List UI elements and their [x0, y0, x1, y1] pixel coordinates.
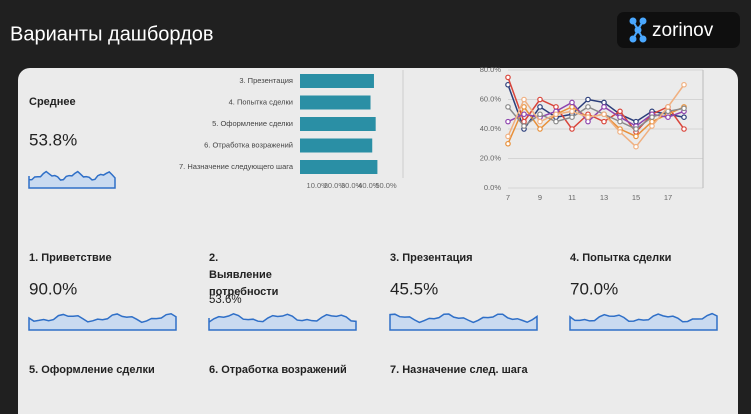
- series-point: [569, 99, 575, 106]
- x-tick-label: 9: [538, 193, 542, 202]
- card-title: 2. Выявление потребности: [209, 252, 278, 298]
- card-title: 3. Презентация: [390, 252, 473, 264]
- series-line: [507, 77, 685, 134]
- series-point: [681, 105, 687, 112]
- series-point: [681, 126, 687, 132]
- sparkline-area: [389, 313, 538, 331]
- x-tick-label: 11: [568, 193, 576, 202]
- card-title: 6. Отработка возражений: [209, 364, 347, 376]
- card-value: 53.6%: [209, 294, 242, 306]
- x-tick-label: 20.0%: [324, 181, 346, 190]
- series-point: [521, 104, 527, 110]
- series-point: [537, 96, 543, 103]
- logo-box: [617, 12, 740, 48]
- x-tick-label: 17: [664, 193, 672, 202]
- series-point: [601, 104, 607, 110]
- bar-label: 7. Назначение следующего шага: [179, 162, 294, 171]
- card-value: 90.0%: [29, 279, 77, 298]
- series-point: [617, 129, 623, 135]
- series-point: [601, 111, 607, 118]
- series-point: [505, 140, 511, 147]
- sparkline-area: [208, 312, 357, 331]
- card-value: 70.0%: [570, 279, 618, 298]
- series-point: [521, 96, 527, 103]
- series-point: [649, 114, 655, 121]
- series-point: [537, 111, 543, 118]
- dashboard: [18, 68, 738, 414]
- series-point: [521, 111, 527, 118]
- logo-icon: [629, 17, 647, 43]
- logo-text: zorinov: [652, 20, 714, 41]
- series-point: [617, 108, 623, 115]
- series-point: [617, 114, 623, 121]
- series-point: [649, 123, 655, 129]
- series-point: [553, 104, 559, 110]
- x-tick-label: 50.0%: [375, 181, 397, 190]
- series-line: [507, 84, 685, 148]
- series-point: [633, 118, 639, 125]
- series-point: [601, 99, 607, 106]
- series-point: [633, 126, 639, 132]
- card-title: 7. Назначение след. шага: [390, 364, 529, 376]
- series-point: [569, 114, 575, 121]
- bar-label: 3. Презентация: [239, 76, 293, 85]
- series-point: [569, 108, 575, 115]
- series-line: [507, 106, 685, 130]
- series-point: [553, 118, 559, 125]
- bar-label: 5. Оформление сделки: [212, 119, 293, 128]
- x-tick-label: 40.0%: [358, 181, 380, 190]
- sparkline-area: [28, 313, 177, 331]
- bar: [300, 138, 373, 153]
- x-tick-label: 30.0%: [341, 181, 363, 190]
- series-point: [537, 126, 543, 132]
- series-point: [681, 114, 687, 121]
- bar: [300, 95, 371, 110]
- series-point: [537, 104, 543, 110]
- series-point: [569, 126, 575, 132]
- series-point: [665, 114, 671, 121]
- series-point: [617, 118, 623, 125]
- bar: [300, 117, 376, 131]
- card-title: 4. Попытка сделки: [570, 252, 671, 264]
- bar-label: 4. Попытка сделки: [229, 97, 293, 106]
- series-point: [505, 74, 511, 81]
- sparkline-area: [28, 170, 116, 189]
- series-point: [553, 111, 559, 118]
- x-tick-label: 13: [600, 193, 608, 202]
- series-point: [585, 114, 591, 121]
- series-point: [633, 133, 639, 140]
- bar-label: 6. Отработка возражений: [204, 140, 293, 149]
- series-point: [585, 118, 591, 125]
- y-tick-label: 80.0%: [480, 65, 502, 74]
- x-tick-label: 10.0%: [307, 181, 329, 190]
- slide-title: Варианты дашбордов: [10, 23, 214, 45]
- series-point: [505, 118, 511, 125]
- y-tick-label: 20.0%: [480, 153, 502, 162]
- bar: [300, 74, 374, 88]
- card-value: 45.5%: [390, 279, 438, 298]
- y-tick-label: 40.0%: [480, 124, 502, 133]
- summary-value: 53.8%: [29, 130, 77, 149]
- y-tick-label: 60.0%: [480, 94, 502, 103]
- card-title: 1. Приветствие: [29, 252, 112, 264]
- bar: [300, 160, 378, 174]
- series-point: [505, 133, 511, 140]
- sparkline-area: [569, 312, 718, 331]
- series-point: [681, 81, 687, 88]
- series-point: [521, 123, 527, 129]
- x-tick-label: 15: [632, 193, 640, 202]
- series-point: [537, 118, 543, 125]
- series-point: [633, 143, 639, 150]
- series-point: [665, 104, 671, 110]
- y-tick-label: 0.0%: [484, 183, 501, 192]
- series-point: [585, 96, 591, 103]
- card-title: 5. Оформление сделки: [29, 364, 155, 376]
- x-tick-label: 7: [506, 193, 510, 202]
- series-point: [585, 104, 591, 110]
- series-point: [601, 118, 607, 125]
- series-point: [505, 104, 511, 110]
- summary-label: Среднее: [29, 96, 76, 108]
